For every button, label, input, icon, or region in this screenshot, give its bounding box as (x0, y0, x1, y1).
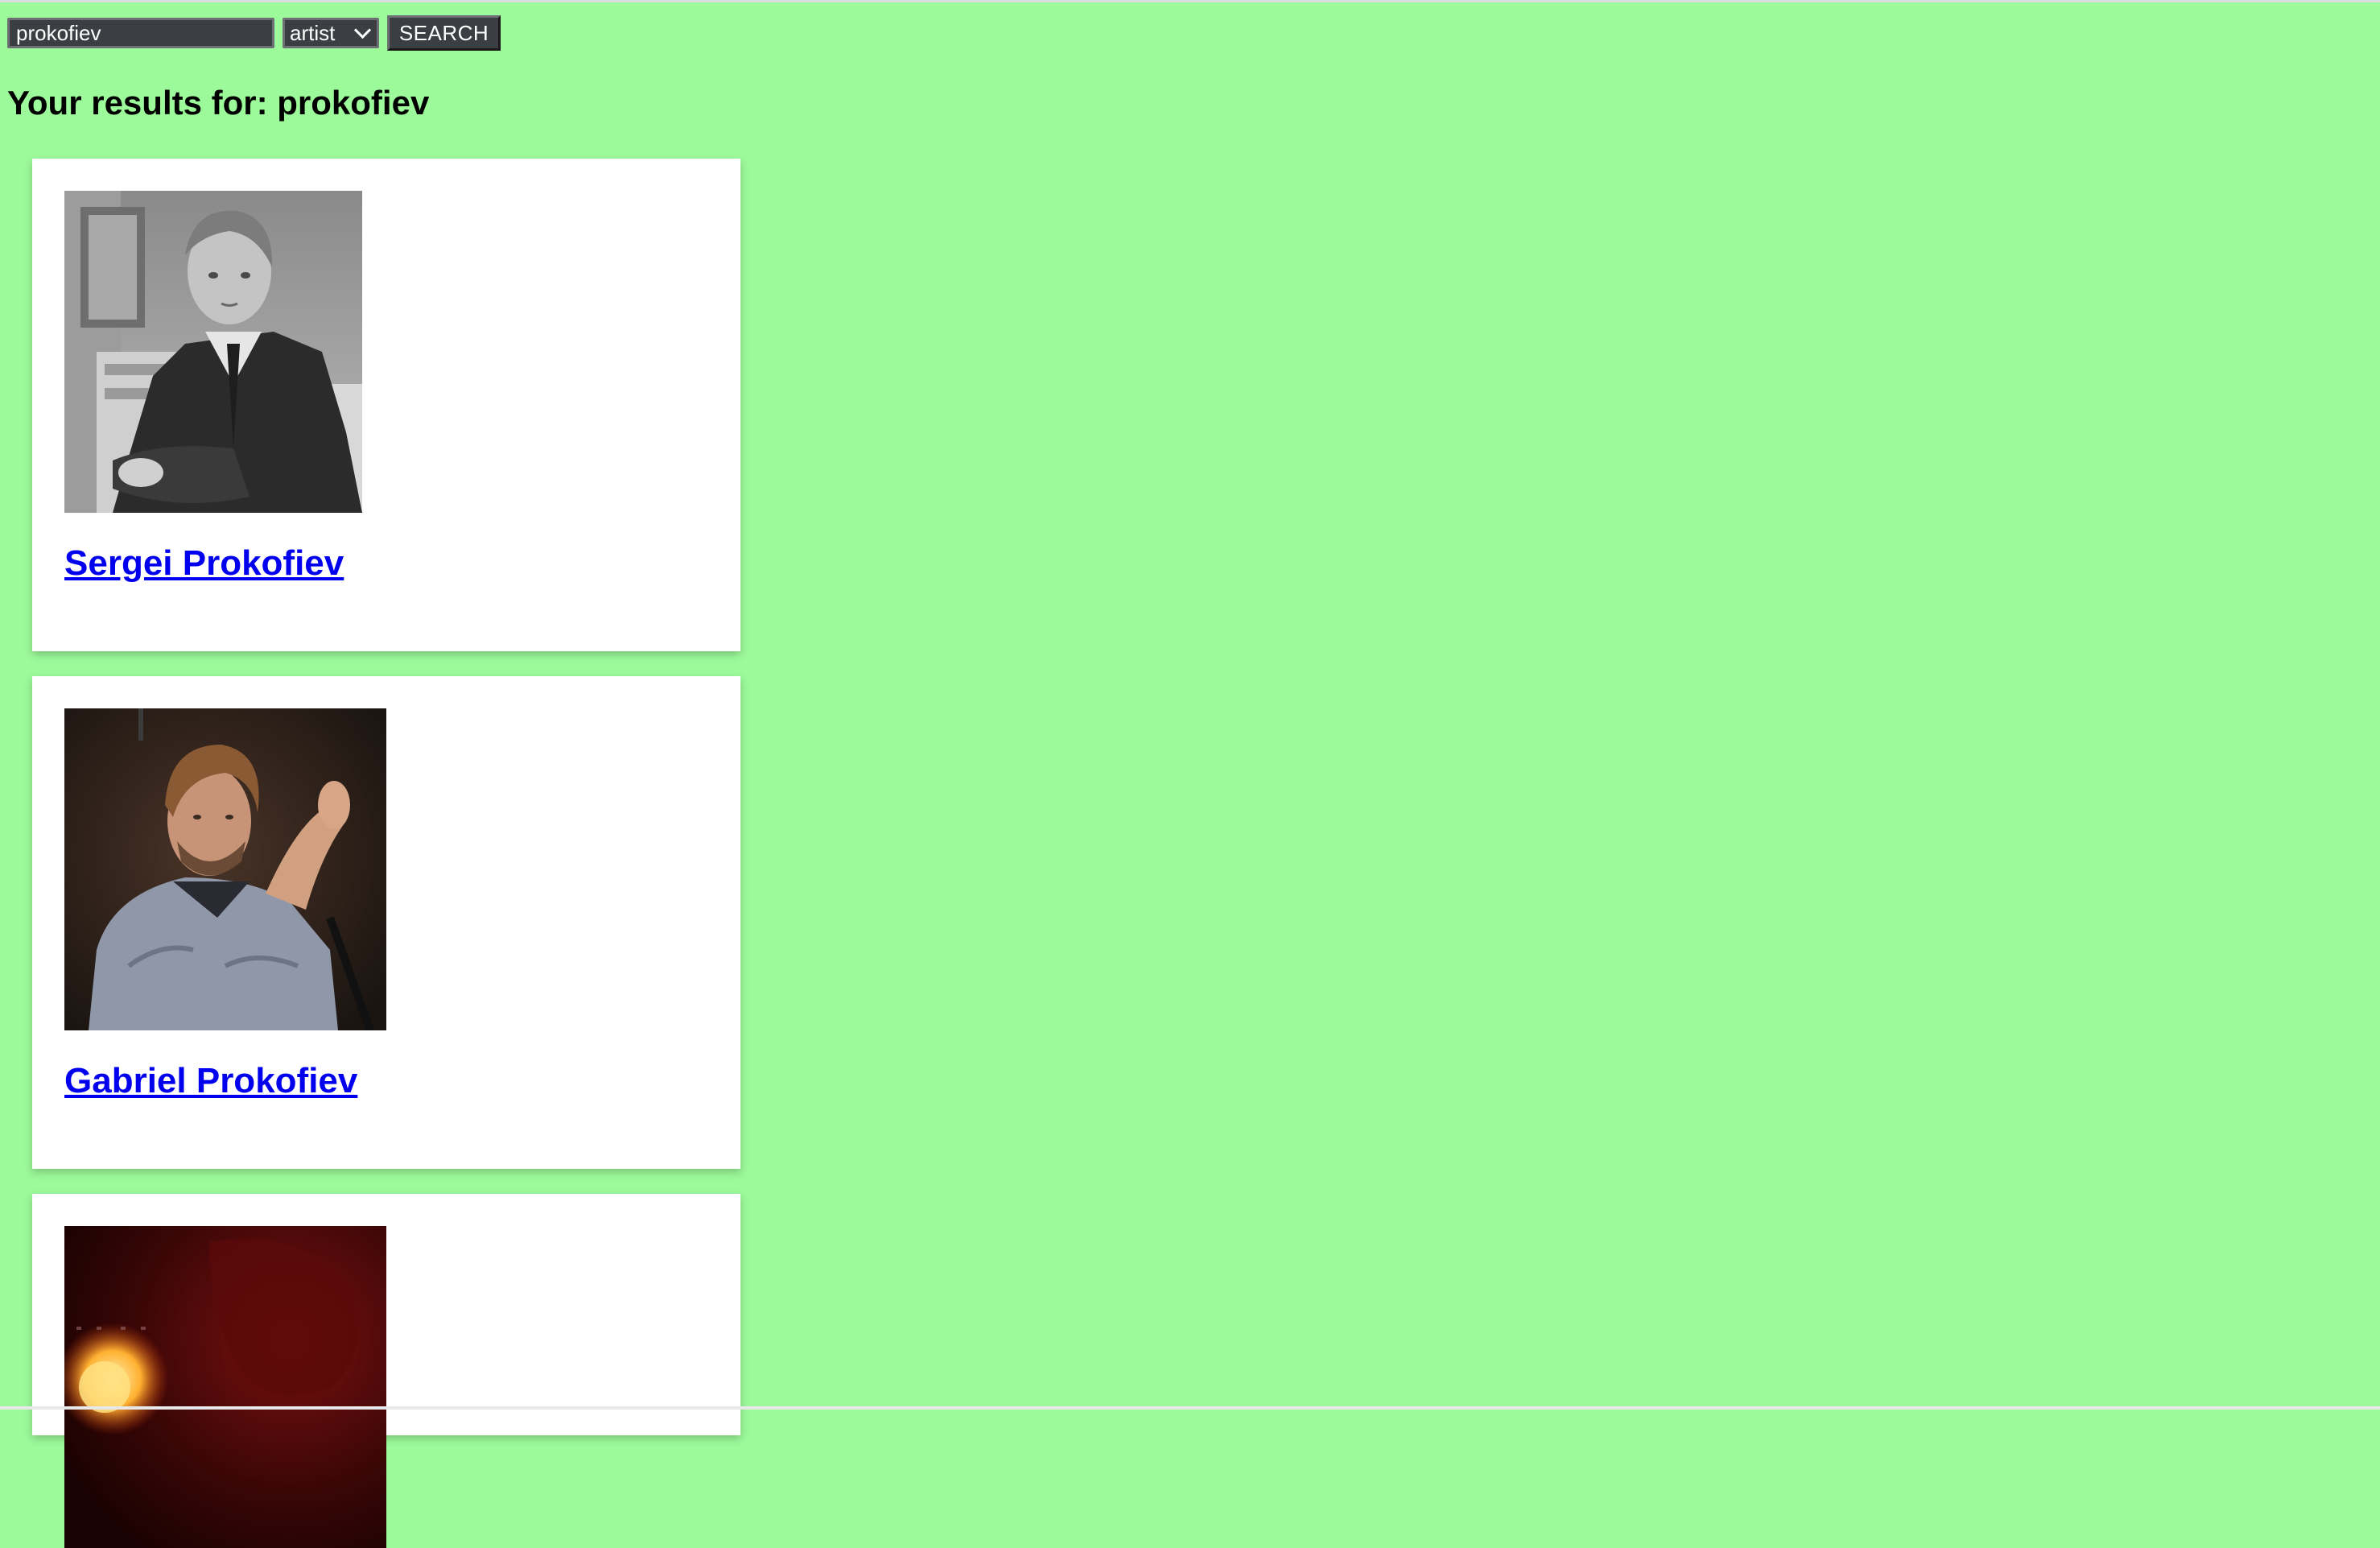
artist-photo[interactable] (64, 1226, 386, 1548)
search-type-select[interactable]: artist (283, 18, 379, 48)
result-card: Sergei Prokofiev (32, 159, 740, 651)
result-card: Gabriel Prokofiev (32, 676, 740, 1169)
chevron-down-icon (353, 21, 372, 39)
search-bar: artist SEARCH (7, 15, 501, 51)
results-heading: Your results for: prokofiev (7, 84, 430, 122)
artist-photo[interactable] (64, 708, 386, 1030)
artist-link[interactable]: Sergei Prokofiev (64, 543, 344, 583)
search-button[interactable]: SEARCH (387, 15, 501, 51)
search-input[interactable] (7, 18, 274, 48)
result-card (32, 1194, 740, 1548)
window-top-edge (0, 0, 2380, 2)
search-type-selected-label: artist (290, 20, 336, 45)
artist-link[interactable]: Gabriel Prokofiev (64, 1061, 358, 1100)
window-bottom-edge (0, 1406, 2380, 1410)
artist-photo[interactable] (64, 191, 362, 513)
